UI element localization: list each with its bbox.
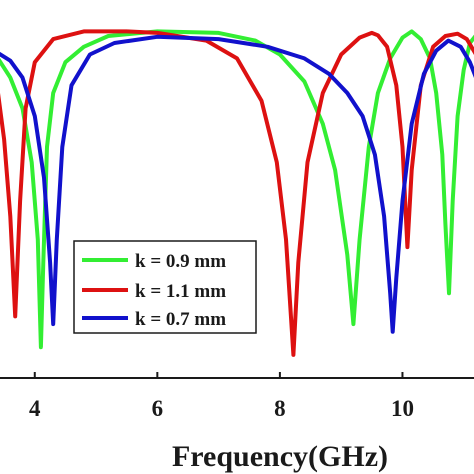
series-line-0 [0,29,474,350]
legend: k = 0.9 mm k = 1.1 mm k = 0.7 mm [73,240,257,334]
legend-label-2: k = 0.7 mm [135,309,226,330]
x-tick-label-1: 6 [152,396,164,421]
legend-label-1: k = 1.1 mm [135,281,226,302]
x-axis-title: Frequency(GHz) [172,440,388,473]
legend-label-0: k = 0.9 mm [135,251,226,272]
x-axis: 4 6 8 10 [29,372,414,421]
x-tick-label-0: 4 [29,396,41,421]
series-line-2 [0,34,474,334]
x-tick-label-2: 8 [274,396,286,421]
series-line-1 [0,29,474,357]
series-layer [0,29,474,357]
x-tick-label-3: 10 [391,396,414,421]
